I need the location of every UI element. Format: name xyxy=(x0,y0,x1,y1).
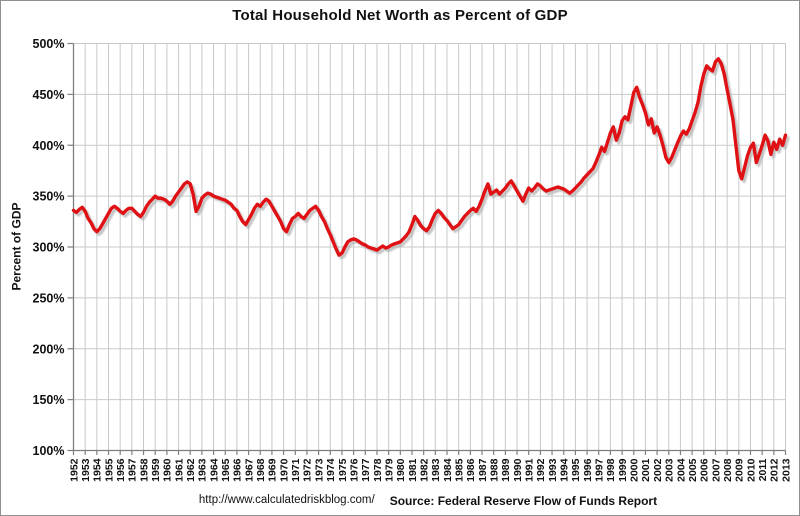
x-tick-label: 1997 xyxy=(594,458,606,482)
x-tick-label: 2009 xyxy=(734,458,746,482)
x-tick-label: 1992 xyxy=(535,458,547,482)
x-tick-label: 2003 xyxy=(664,458,676,482)
x-tick-label: 1966 xyxy=(232,458,244,482)
x-tick-label: 2000 xyxy=(629,458,641,482)
x-tick-label: 2002 xyxy=(652,458,664,482)
series-line-shadow xyxy=(74,59,790,260)
x-tick-label: 1994 xyxy=(559,458,571,482)
x-tick-label: 1964 xyxy=(208,458,220,482)
x-tick-label: 1993 xyxy=(547,458,559,482)
x-tick-label: 1981 xyxy=(407,458,419,482)
x-tick-label: 1967 xyxy=(243,458,255,482)
x-tick-label: 1960 xyxy=(162,458,174,482)
x-tick-label: 2006 xyxy=(699,458,711,482)
x-tick-label: 1988 xyxy=(488,458,500,482)
x-tick-label: 1976 xyxy=(348,458,360,482)
y-tick-label: 300% xyxy=(33,241,65,255)
x-tick-label: 1954 xyxy=(92,458,104,482)
x-tick-label: 1995 xyxy=(570,458,582,482)
y-tick-label: 250% xyxy=(33,291,65,305)
x-tick-label: 1955 xyxy=(103,458,115,482)
y-tick-label: 500% xyxy=(33,37,65,51)
y-tick-label: 150% xyxy=(33,393,65,407)
x-tick-label: 1969 xyxy=(267,458,279,482)
x-tick-label: 1986 xyxy=(465,458,477,482)
x-tick-label: 1956 xyxy=(115,458,127,482)
x-tick-label: 1970 xyxy=(278,458,290,482)
x-tick-label: 1998 xyxy=(605,458,617,482)
footer-url: http://www.calculatedriskblog.com/ xyxy=(198,494,375,506)
y-tick-label: 400% xyxy=(33,139,65,153)
x-tick-label: 1979 xyxy=(383,458,395,482)
x-tick-label: 1989 xyxy=(500,458,512,482)
x-tick-label: 1987 xyxy=(477,458,489,482)
x-tick-label: 1957 xyxy=(127,458,139,482)
x-tick-label: 1983 xyxy=(430,458,442,482)
x-tick-label: 1959 xyxy=(150,458,162,482)
x-tick-label: 2008 xyxy=(722,458,734,482)
page-title: Total Household Net Worth as Percent of … xyxy=(232,7,568,24)
x-tick-label: 1999 xyxy=(617,458,629,482)
x-tick-label: 2012 xyxy=(769,458,781,482)
x-tick-label: 2004 xyxy=(675,458,687,482)
x-tick-label: 1961 xyxy=(173,458,185,482)
x-tick-label: 1980 xyxy=(395,458,407,482)
x-tick-label: 1982 xyxy=(418,458,430,482)
x-tick-label: 1962 xyxy=(185,458,197,482)
y-tick-label: 450% xyxy=(33,88,65,102)
x-tick-label: 1972 xyxy=(302,458,314,482)
x-tick-label: 2010 xyxy=(745,458,757,482)
x-tick-label: 1965 xyxy=(220,458,232,482)
x-tick-label: 1958 xyxy=(138,458,150,482)
x-tick-label: 1963 xyxy=(197,458,209,482)
x-tick-label: 1991 xyxy=(524,458,536,482)
y-tick-label: 200% xyxy=(33,342,65,356)
x-tick-label: 2011 xyxy=(757,458,769,481)
x-tick-label: 1971 xyxy=(290,458,302,482)
x-tick-label: 1973 xyxy=(313,458,325,482)
x-tick-label: 1984 xyxy=(442,458,454,482)
y-tick-label: 350% xyxy=(33,190,65,204)
x-tick-label: 1952 xyxy=(68,458,80,482)
series-line xyxy=(71,57,788,257)
footer: http://www.calculatedriskblog.com/ Sourc… xyxy=(29,494,799,508)
x-tick-label: 1985 xyxy=(453,458,465,482)
x-tick-label: 1977 xyxy=(360,458,372,482)
x-tick-label: 1978 xyxy=(372,458,384,482)
footer-source: Source: Federal Reserve Flow of Funds Re… xyxy=(389,494,658,508)
x-tick-label: 1990 xyxy=(512,458,524,482)
x-tick-label: 1996 xyxy=(582,458,594,482)
x-tick-label: 1968 xyxy=(255,458,267,482)
x-tick-label: 2007 xyxy=(710,458,722,482)
x-tick-label: 1975 xyxy=(337,458,349,482)
x-tick-label: 1953 xyxy=(80,458,92,482)
x-tick-label: 2013 xyxy=(780,458,792,482)
x-tick-label: 2005 xyxy=(687,458,699,482)
x-tick-label: 2001 xyxy=(640,458,652,482)
y-tick-label: 100% xyxy=(33,444,65,458)
x-tick-label: 1974 xyxy=(325,458,337,482)
